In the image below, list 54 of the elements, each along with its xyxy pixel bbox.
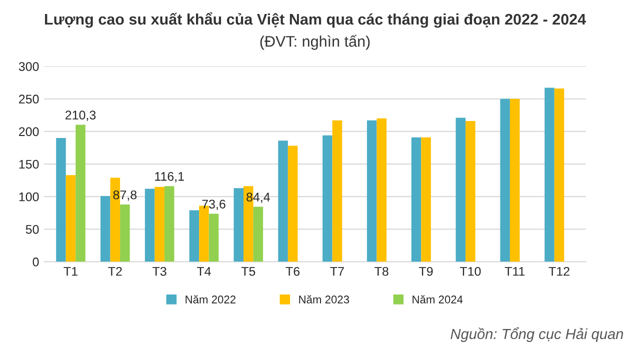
bar bbox=[500, 98, 510, 262]
x-tick-label: T9 bbox=[419, 266, 433, 276]
bar bbox=[466, 121, 476, 262]
y-tick-label: 50 bbox=[26, 224, 39, 234]
y-tick-label: 100 bbox=[19, 192, 39, 202]
bar bbox=[189, 210, 200, 262]
data-label: 210,3 bbox=[66, 110, 96, 121]
bar bbox=[278, 140, 288, 262]
x-tick-label: T2 bbox=[108, 266, 122, 276]
y-tick-label: 200 bbox=[19, 127, 39, 136]
x-tick-label: T1 bbox=[64, 267, 78, 276]
bar bbox=[411, 137, 422, 262]
y-tick-label: 150 bbox=[19, 160, 39, 169]
x-tick-label: T7 bbox=[330, 267, 344, 276]
x-tick-label: T6 bbox=[286, 266, 300, 276]
bar bbox=[554, 88, 564, 262]
bar bbox=[421, 137, 431, 262]
x-tick-label: T11 bbox=[504, 267, 525, 276]
bar bbox=[510, 98, 520, 262]
data-label: 73,6 bbox=[202, 200, 226, 210]
bar bbox=[66, 175, 76, 262]
bar bbox=[100, 196, 110, 262]
bar bbox=[76, 124, 86, 262]
bar bbox=[120, 204, 130, 262]
bar bbox=[544, 88, 554, 262]
bar bbox=[332, 120, 342, 262]
legend-label: Năm 2024 bbox=[412, 295, 463, 304]
bar bbox=[154, 186, 164, 262]
bar bbox=[208, 214, 219, 262]
bar bbox=[456, 118, 466, 262]
bar bbox=[288, 146, 298, 262]
bar bbox=[366, 120, 377, 262]
x-tick-label: T3 bbox=[152, 266, 166, 276]
text: Nguồn: Tổng cục Hải quan bbox=[450, 327, 624, 342]
y-tick-label: 250 bbox=[19, 94, 39, 104]
x-tick-label: T5 bbox=[241, 267, 256, 276]
x-tick-label: T12 bbox=[548, 266, 570, 276]
bar bbox=[234, 188, 244, 262]
x-tick-label: T8 bbox=[374, 266, 388, 276]
bar bbox=[164, 186, 174, 262]
bar bbox=[144, 188, 155, 262]
y-tick-label: 300 bbox=[18, 62, 39, 71]
bar bbox=[322, 135, 332, 262]
bar bbox=[376, 118, 386, 262]
chart-title: Lượng cao su xuất khẩu của Việt Nam qua các tháng giai đoạn 2022 - 2024 bbox=[44, 12, 586, 28]
x-tick-label: T4 bbox=[196, 267, 211, 276]
chart-subtitle: (ĐVT: nghìn tấn) bbox=[260, 34, 370, 50]
x-tick-label: T10 bbox=[460, 266, 481, 276]
data-label: 116,1 bbox=[155, 172, 184, 182]
bar bbox=[56, 138, 66, 262]
legend-label: Năm 2022 bbox=[186, 295, 236, 304]
bar bbox=[253, 206, 264, 262]
legend-label: Năm 2023 bbox=[299, 295, 350, 304]
y-tick-label: 0 bbox=[32, 258, 39, 266]
